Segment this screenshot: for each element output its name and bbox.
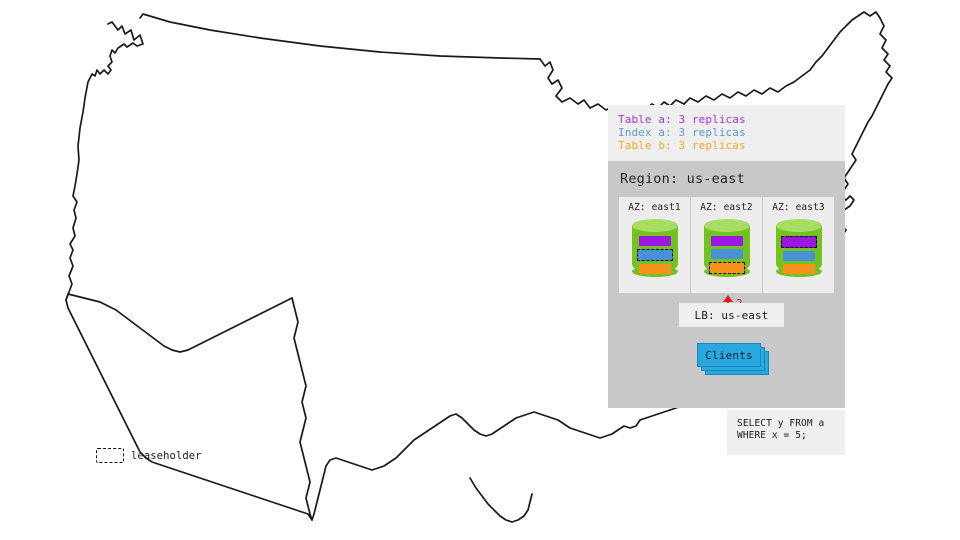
load-balancer-label: LB: us-east xyxy=(694,308,769,322)
leaseholder-legend-label: leaseholder xyxy=(131,449,202,462)
database-cylinder-east3 xyxy=(775,219,822,277)
sql-query-box: SELECT y FROM a WHERE x = 5; xyxy=(727,410,845,455)
replica-slot-table-b xyxy=(782,264,815,274)
replica-slot-index-a-leaseholder xyxy=(636,249,673,261)
az-label-east1: AZ: east1 xyxy=(628,202,681,213)
legend-line-table-a: Table a: 3 replicas xyxy=(618,113,746,126)
region-panel-us-east: Region: us-east AZ: east1 AZ: xyxy=(608,161,845,408)
cylinder-top xyxy=(631,219,678,232)
replica-slots xyxy=(776,233,822,277)
clients-label: Clients xyxy=(705,348,753,362)
replica-slots xyxy=(704,233,750,277)
replica-slot-table-b xyxy=(638,264,671,274)
database-cylinder-east2 xyxy=(703,219,750,277)
replica-slot-table-b-leaseholder xyxy=(708,262,745,274)
replica-slot-index-a xyxy=(710,249,743,259)
client-card-front[interactable]: Clients xyxy=(697,343,761,367)
cylinder-top xyxy=(703,219,750,232)
leaseholder-legend: leaseholder xyxy=(96,448,202,463)
az-cell-east2[interactable]: AZ: east2 xyxy=(691,197,763,293)
arrow-head-icon xyxy=(723,295,733,302)
replica-slot-table-a xyxy=(710,236,743,246)
az-label-east3: AZ: east3 xyxy=(772,202,825,213)
dashed-rect-icon xyxy=(96,448,124,463)
sql-line-2: WHERE x = 5; xyxy=(737,430,807,441)
availability-zone-row: AZ: east1 AZ: east2 xyxy=(619,197,834,293)
legend-line-table-b: Table b: 3 replicas xyxy=(618,139,746,153)
region-title: Region: us-east xyxy=(620,171,745,187)
replica-slot-index-a xyxy=(782,251,815,261)
az-cell-east3[interactable]: AZ: east3 xyxy=(763,197,834,293)
cylinder-top xyxy=(775,219,822,232)
load-balancer-box[interactable]: LB: us-east xyxy=(679,303,784,327)
legend-line-index-a: Index a: 3 replicas xyxy=(618,126,746,140)
replica-slot-table-a-leaseholder xyxy=(780,236,817,248)
clients-stack[interactable]: Clients xyxy=(697,343,773,377)
az-cell-east1[interactable]: AZ: east1 xyxy=(619,197,691,293)
replica-slot-table-a xyxy=(638,236,671,246)
replica-legend-box: Table a: 3 replicas Index a: 3 replicas … xyxy=(608,105,845,161)
database-cylinder-east1 xyxy=(631,219,678,277)
sql-line-1: SELECT y FROM a xyxy=(737,418,825,429)
az-label-east2: AZ: east2 xyxy=(700,202,753,213)
replica-slots xyxy=(632,233,678,277)
